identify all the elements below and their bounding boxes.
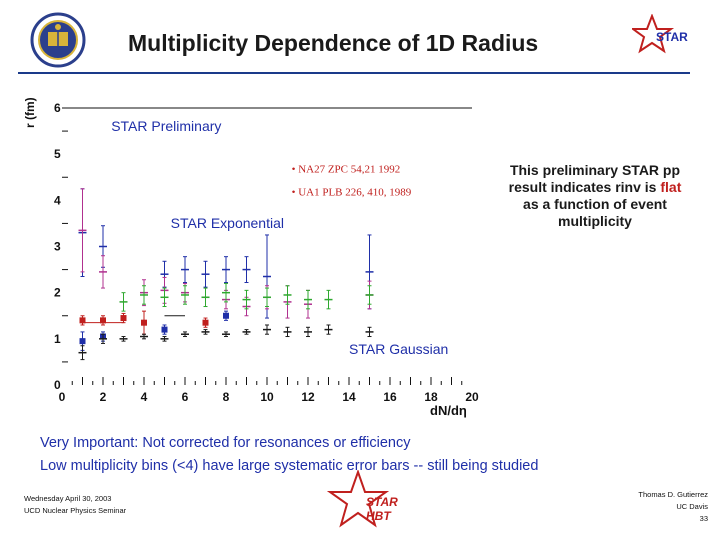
chart-annotations: STAR Preliminary STAR Exponential STAR Gau… bbox=[111, 118, 448, 357]
y-tick-label: 0 bbox=[54, 378, 61, 392]
data-point bbox=[324, 324, 333, 335]
chart-annotation: • UA1 PLB 226, 410, 1989 bbox=[292, 187, 412, 199]
data-point bbox=[242, 329, 251, 335]
footer-affiliation: UC Davis bbox=[676, 502, 708, 511]
data-point bbox=[181, 256, 189, 284]
note-text-1: This preliminary STAR pp result indicate… bbox=[508, 162, 681, 195]
data-point bbox=[324, 289, 333, 310]
ucd-seal-icon bbox=[30, 12, 86, 68]
data-point bbox=[222, 256, 230, 284]
x-tick-label: 2 bbox=[100, 390, 107, 404]
chart-annotation: STAR Preliminary bbox=[111, 118, 221, 134]
data-point bbox=[141, 310, 147, 335]
data-marker bbox=[100, 317, 106, 324]
page-number: 33 bbox=[699, 514, 708, 523]
star-hbt-logo-icon: STAR HBT bbox=[326, 470, 398, 528]
x-tick-label: 14 bbox=[342, 390, 356, 404]
x-tick-label: 6 bbox=[182, 390, 189, 404]
star-logo-text: STAR bbox=[656, 30, 688, 44]
chart-annotation: STAR Gaussian bbox=[349, 341, 448, 357]
data-point bbox=[201, 260, 210, 288]
data-point bbox=[140, 285, 148, 305]
x-tick-label: 4 bbox=[141, 390, 148, 404]
data-point bbox=[365, 326, 374, 338]
data-point bbox=[201, 287, 210, 308]
data-marker bbox=[141, 319, 147, 326]
y-tick-label: 6 bbox=[54, 101, 61, 115]
warning-line-1: Very Important: Not corrected for resona… bbox=[40, 435, 411, 451]
star-hbt-text-1: STAR bbox=[366, 495, 398, 509]
data-point bbox=[365, 285, 374, 305]
data-point bbox=[160, 287, 169, 308]
data-point bbox=[222, 282, 230, 303]
star-logo-icon: STAR bbox=[632, 14, 688, 54]
data-point bbox=[78, 345, 87, 361]
x-tick-label: 10 bbox=[260, 390, 274, 404]
data-point bbox=[119, 292, 128, 312]
data-point bbox=[181, 285, 189, 305]
y-tick-label: 5 bbox=[54, 147, 61, 161]
warning-line-2: Low multiplicity bins (<4) have large sy… bbox=[40, 458, 539, 474]
data-point bbox=[79, 315, 86, 326]
data-point bbox=[202, 317, 209, 328]
data-point bbox=[304, 326, 312, 338]
data-point bbox=[140, 333, 148, 340]
data-marker bbox=[79, 317, 86, 324]
chart-annotation: • NA27 ZPC 54,21 1992 bbox=[292, 164, 401, 176]
page-title: Multiplicity Dependence of 1D Radius bbox=[128, 30, 539, 56]
data-point bbox=[201, 329, 210, 335]
data-marker bbox=[202, 319, 209, 326]
data-marker bbox=[79, 338, 86, 345]
footer-date: Wednesday April 30, 2003 bbox=[24, 494, 112, 503]
data-point bbox=[283, 326, 292, 338]
title-rule bbox=[18, 72, 690, 74]
data-point bbox=[100, 315, 106, 326]
data-point bbox=[283, 285, 292, 305]
data-marker bbox=[161, 326, 168, 333]
y-tick-label: 4 bbox=[54, 193, 61, 207]
x-tick-label: 12 bbox=[301, 390, 315, 404]
data-marker bbox=[223, 312, 229, 319]
result-note: This preliminary STAR pp result indicate… bbox=[500, 162, 690, 230]
footer-right: Thomas D. Gutierrez UC Davis 33 bbox=[638, 489, 708, 525]
chart-marks bbox=[78, 188, 374, 361]
data-point bbox=[304, 289, 312, 310]
data-point bbox=[160, 336, 169, 342]
x-tick-label: 0 bbox=[59, 390, 66, 404]
data-point bbox=[161, 324, 168, 335]
x-tick-label: 8 bbox=[223, 390, 230, 404]
footer-venue: UCD Nuclear Physics Seminar bbox=[24, 506, 127, 515]
data-point bbox=[99, 255, 107, 289]
y-axis-label: r (fm) bbox=[23, 97, 37, 128]
data-point bbox=[242, 256, 251, 284]
data-point bbox=[222, 331, 230, 338]
data-point bbox=[181, 331, 189, 338]
x-tick-label: 18 bbox=[424, 390, 438, 404]
footer-author: Thomas D. Gutierrez bbox=[638, 490, 708, 499]
note-text-2: as a function of event multiplicity bbox=[523, 196, 667, 229]
note-highlight: flat bbox=[660, 179, 682, 195]
data-point bbox=[99, 333, 107, 344]
x-axis-label: dN/dη bbox=[430, 403, 467, 418]
x-tick-label: 20 bbox=[465, 390, 479, 404]
data-point bbox=[242, 289, 251, 310]
data-point bbox=[78, 188, 87, 273]
data-point bbox=[119, 336, 128, 342]
y-tick-label: 1 bbox=[54, 332, 61, 346]
data-point bbox=[223, 310, 229, 321]
x-tick-label: 16 bbox=[383, 390, 397, 404]
star-hbt-text-2: HBT bbox=[366, 509, 392, 523]
chart-annotation: STAR Exponential bbox=[171, 215, 284, 231]
data-point bbox=[263, 287, 271, 308]
footer-left: Wednesday April 30, 2003 UCD Nuclear Phy… bbox=[24, 493, 126, 517]
data-point bbox=[120, 312, 127, 324]
data-point bbox=[263, 324, 271, 335]
y-tick-label: 3 bbox=[54, 240, 61, 254]
data-marker bbox=[120, 315, 127, 322]
y-tick-label: 2 bbox=[54, 286, 61, 300]
